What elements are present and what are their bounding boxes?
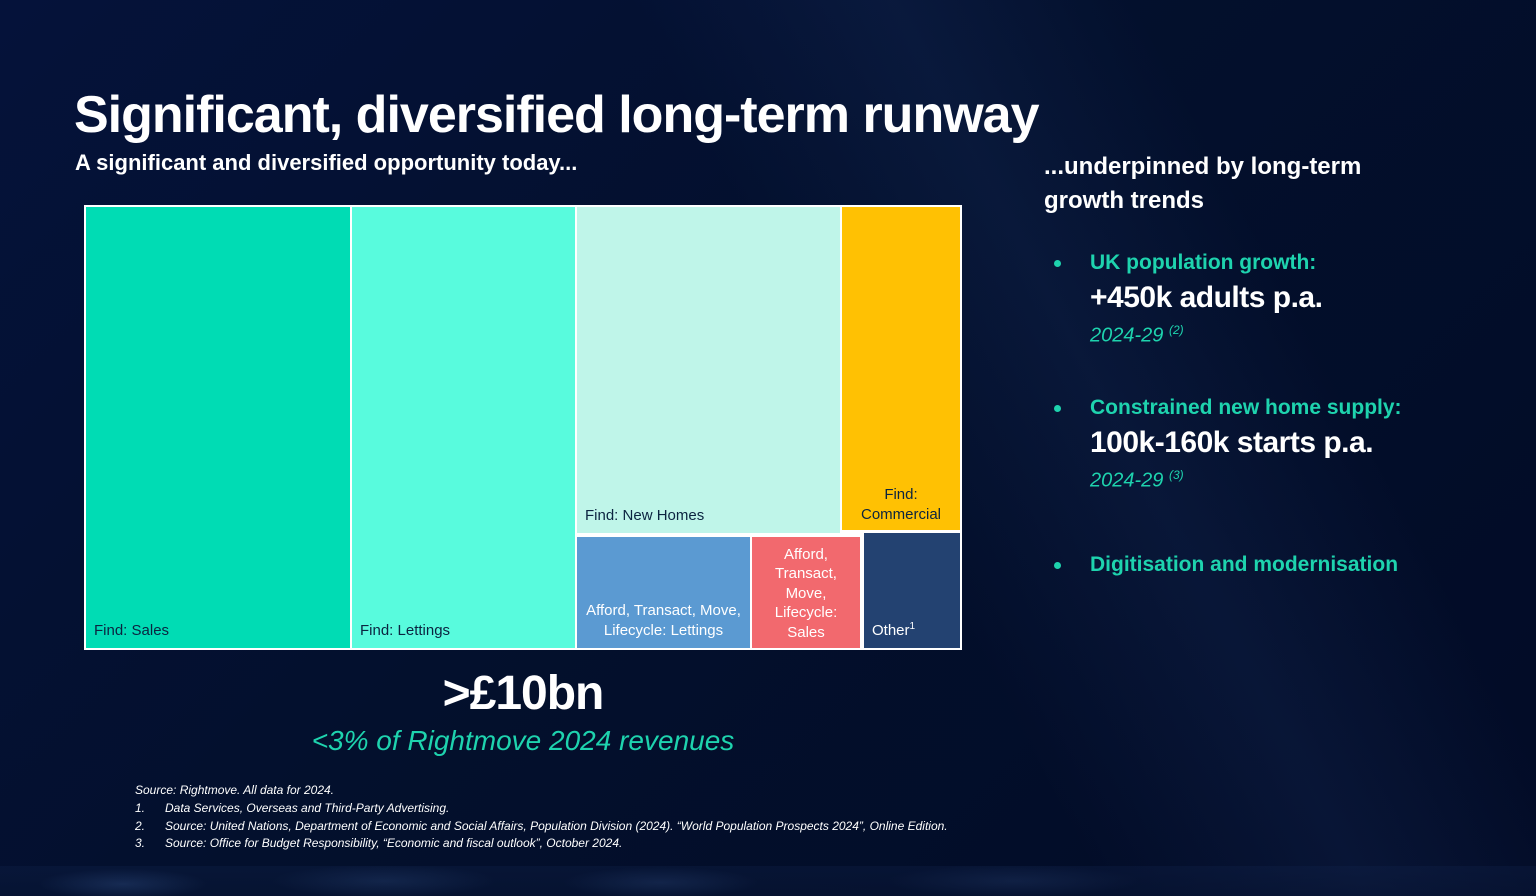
- footnote-item-3: 3. Source: Office for Budget Responsibil…: [135, 835, 1465, 853]
- footnote-ref-superscript: 1: [909, 620, 916, 632]
- bullet-constrained-new-home-supply: Constrained new home supply: 100k-160k s…: [1044, 396, 1484, 493]
- treemap-cell-label: Afford, Transact, Move, Lifecycle: Letti…: [586, 602, 741, 639]
- right-section-heading: ...underpinned by long-term growth trend…: [1044, 153, 1362, 214]
- bullet-value: 100k-160k starts p.a.: [1090, 425, 1374, 459]
- treemap-cell-atml-sales: Afford, Transact, Move, Lifecycle: Sales: [752, 537, 860, 648]
- market-size-caption: <3% of Rightmove 2024 revenues: [311, 725, 735, 756]
- footnotes: Source: Rightmove. All data for 2024. 1.…: [135, 782, 1465, 853]
- footnote-source-line: Source: Rightmove. All data for 2024.: [135, 783, 334, 797]
- footnote-text: Source: United Nations, Department of Ec…: [165, 818, 948, 833]
- footnote-text: Source: Office for Budget Responsibility…: [165, 836, 623, 851]
- footnote-number: 2.: [135, 818, 146, 833]
- treemap-cell-label: Other1: [872, 620, 915, 641]
- treemap-cell-label: Find: New Homes: [585, 506, 705, 524]
- bullet-value: +450k adults p.a.: [1090, 281, 1323, 315]
- bullet-label: Constrained new home supply:: [1090, 395, 1402, 419]
- treemap-cell-find-new-homes: Find: New Homes: [577, 207, 840, 533]
- footnote-item-1: 1. Data Services, Overseas and Third-Par…: [135, 800, 1465, 818]
- footnote-number: 3.: [135, 836, 146, 851]
- treemap-cell-label: Find: Commercial: [860, 486, 941, 523]
- bullet-label: UK population growth:: [1090, 251, 1317, 275]
- bullet-period-text: 2024-29: [1090, 324, 1169, 347]
- footnote-text: Data Services, Overseas and Third-Party …: [165, 800, 450, 815]
- treemap-cell-other: Other1: [864, 533, 960, 648]
- bullet-period: 2024-29 (2): [1090, 323, 1484, 348]
- treemap-cell-label: Find: Sales: [94, 621, 170, 639]
- market-size-callout: >£10bn <3% of Rightmove 2024 revenues: [84, 666, 962, 757]
- bullet-period-text: 2024-29: [1090, 469, 1169, 492]
- bullet-label: Digitisation and modernisation: [1090, 552, 1399, 576]
- treemap-cell-atml-lettings: Afford, Transact, Move, Lifecycle: Letti…: [577, 537, 750, 648]
- bullet-digitisation-and-modernisation: Digitisation and modernisation: [1044, 553, 1484, 577]
- market-size-value: >£10bn: [442, 667, 605, 720]
- background-bottom-strip-decoration: [0, 866, 1536, 896]
- treemap-cell-label: Afford, Transact, Move, Lifecycle: Sales: [774, 545, 838, 641]
- page-title: Significant, diversified long-term runwa…: [74, 85, 1040, 144]
- bullet-dot-icon: [1054, 260, 1061, 268]
- treemap-chart: Find: Sales Find: Lettings Find: New Hom…: [84, 205, 962, 650]
- treemap-cell-label-text: Other: [872, 621, 910, 639]
- treemap-cell-label: Find: Lettings: [360, 621, 451, 639]
- treemap-cell-find-lettings: Find: Lettings: [352, 207, 575, 648]
- right-section: ...underpinned by long-term growth trend…: [1044, 150, 1484, 577]
- footnote-item-2: 2. Source: United Nations, Department of…: [135, 818, 1465, 836]
- bullet-dot-icon: [1054, 404, 1061, 412]
- treemap-cell-find-sales: Find: Sales: [86, 207, 350, 648]
- footnote-ref-superscript: (2): [1168, 323, 1184, 338]
- treemap-cell-find-commercial: Find: Commercial: [842, 207, 960, 530]
- bullet-uk-population-growth: UK population growth: +450k adults p.a. …: [1044, 251, 1484, 348]
- bullet-dot-icon: [1054, 561, 1061, 569]
- footnote-number: 1.: [135, 800, 146, 815]
- footnote-ref-superscript: (3): [1168, 467, 1184, 482]
- left-section-heading: A significant and diversified opportunit…: [75, 150, 578, 175]
- bullet-period: 2024-29 (3): [1090, 468, 1484, 493]
